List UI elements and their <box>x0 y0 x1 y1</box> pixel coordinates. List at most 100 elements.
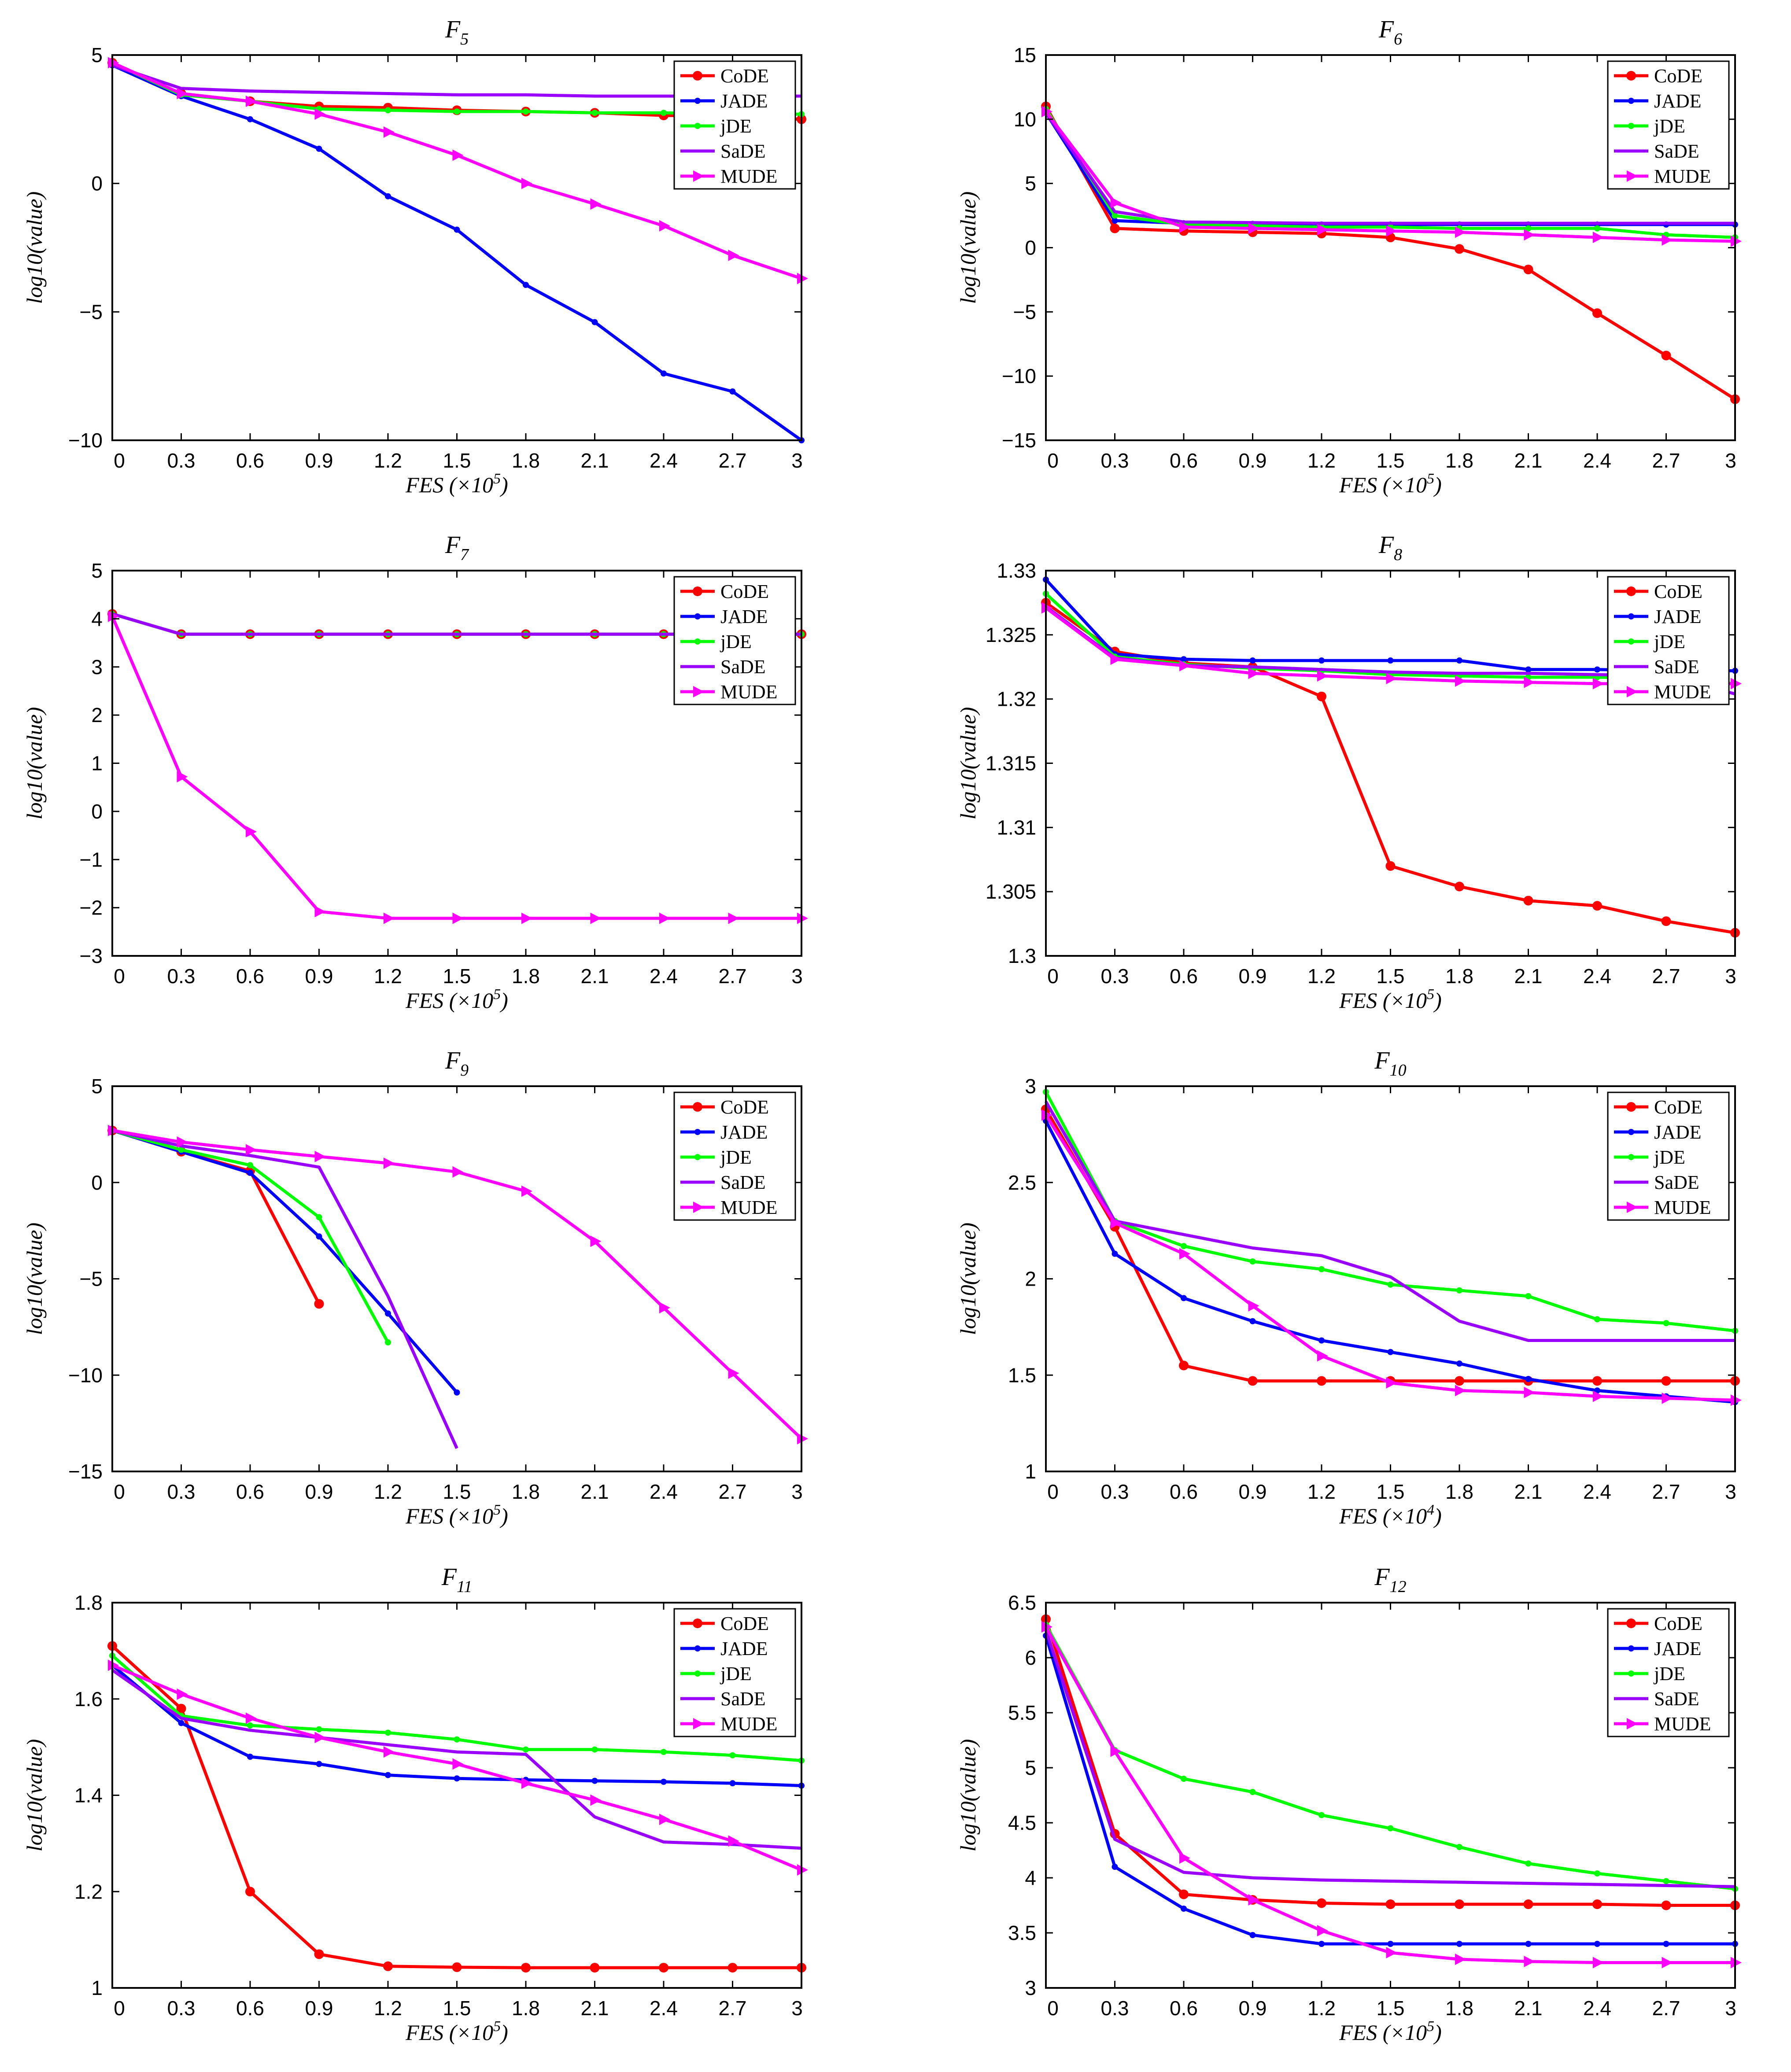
data-point <box>523 108 529 115</box>
data-point <box>1110 653 1122 665</box>
data-point <box>1318 1337 1325 1344</box>
data-point <box>729 1780 736 1787</box>
y-tick-label: 1 <box>1025 1460 1036 1483</box>
data-point <box>383 1961 393 1971</box>
x-tick-label: 0.3 <box>167 449 196 472</box>
y-tick-label: 4 <box>91 607 103 630</box>
x-tick-label: 1.2 <box>374 1997 402 2020</box>
data-point <box>246 1712 257 1724</box>
legend-marker <box>1628 613 1634 619</box>
data-point <box>1110 223 1120 233</box>
data-point <box>1663 1941 1669 1947</box>
data-point <box>452 912 464 924</box>
data-point <box>727 1963 738 1973</box>
legend-label: CoDE <box>720 1613 769 1634</box>
x-tick-label: 1.8 <box>512 1997 540 2020</box>
legend-marker <box>1628 123 1634 129</box>
data-point <box>1662 1392 1673 1404</box>
data-point <box>521 177 532 189</box>
data-point <box>1317 691 1326 701</box>
data-point <box>1181 1243 1187 1250</box>
series-MUDE <box>108 1659 808 1876</box>
data-point <box>1041 1109 1052 1121</box>
y-tick-label: 2 <box>91 704 103 726</box>
y-tick-label: 5.5 <box>1008 1701 1036 1724</box>
x-tick-label: 0.3 <box>167 1997 196 2020</box>
data-point <box>177 88 188 100</box>
legend-box <box>673 1091 796 1221</box>
legend-marker <box>693 586 702 596</box>
y-tick-label: 1.32 <box>997 688 1036 711</box>
panel-title: F5 <box>445 16 469 48</box>
legend: CoDE JADE jDE SaDE MUDE <box>1607 576 1730 705</box>
data-point <box>178 1720 185 1726</box>
legend-label: SaDE <box>1654 656 1699 678</box>
data-point <box>452 1758 464 1770</box>
x-tick-label: 0.9 <box>305 449 333 472</box>
data-point <box>385 193 391 199</box>
legend-label: jDE <box>1653 631 1685 653</box>
data-point <box>1524 676 1535 688</box>
data-point <box>1525 225 1532 232</box>
x-tick-label: 0 <box>1047 1480 1059 1503</box>
series-SaDE <box>1044 1630 1736 1888</box>
data-point <box>728 1835 739 1847</box>
data-point <box>797 1433 808 1445</box>
data-point <box>1248 1894 1259 1906</box>
legend-marker <box>693 1102 702 1112</box>
data-point <box>1525 1860 1532 1867</box>
data-point <box>1592 308 1602 318</box>
panel-title: F10 <box>1374 1047 1406 1080</box>
y-tick-label: −15 <box>1002 429 1036 452</box>
legend-marker <box>1626 71 1636 81</box>
y-tick-label: 5 <box>1025 172 1036 195</box>
data-point <box>1249 657 1256 664</box>
legend-marker <box>694 638 701 645</box>
data-point <box>1387 1281 1394 1288</box>
x-tick-label: 2.1 <box>1514 449 1543 472</box>
data-point <box>1455 226 1466 238</box>
y-tick-label: −15 <box>68 1460 103 1483</box>
data-point <box>1456 1941 1462 1947</box>
x-tick-label: 1.5 <box>443 1997 471 2020</box>
data-point <box>1041 602 1052 614</box>
panel-8: F8 0 0.3 0.6 0.9 1.2 1.5 1.8 2.1 2.4 2.7 3 1.3 1.305 1… <box>956 531 1742 1013</box>
data-point <box>1112 1864 1118 1870</box>
legend-marker <box>693 1202 704 1213</box>
legend-label: CoDE <box>720 65 769 87</box>
legend: CoDE JADE jDE SaDE MUDE <box>673 576 796 705</box>
data-point <box>1731 1957 1742 1969</box>
data-point <box>659 220 670 232</box>
y-tick-label: 4.5 <box>1008 1811 1036 1834</box>
data-point <box>1456 657 1462 664</box>
data-point <box>1524 1386 1535 1398</box>
data-point <box>1592 1899 1602 1909</box>
x-tick-label: 3 <box>1725 965 1736 988</box>
x-tick-label: 0.3 <box>167 965 196 988</box>
series-line <box>1044 1630 1736 1888</box>
x-tick-label: 0.9 <box>1239 965 1267 988</box>
x-axis-label: FES (×105) <box>1339 986 1442 1013</box>
data-point <box>1179 660 1190 671</box>
legend-marker <box>1628 638 1634 645</box>
data-point <box>1661 1376 1671 1386</box>
data-point <box>1594 666 1600 673</box>
y-tick-label: −2 <box>80 896 103 919</box>
data-point <box>108 57 119 69</box>
x-tick-label: 2.1 <box>581 965 609 988</box>
data-point <box>590 912 602 924</box>
data-point <box>1525 1376 1532 1382</box>
legend-label: MUDE <box>720 166 778 187</box>
legend-marker <box>694 98 701 104</box>
data-point <box>590 1235 602 1247</box>
data-point <box>178 1147 185 1153</box>
data-point <box>1525 666 1532 673</box>
x-tick-label: 0 <box>1047 1997 1059 2020</box>
y-tick-label: 3 <box>1025 1976 1036 1999</box>
y-tick-label: 3 <box>91 656 103 678</box>
legend-marker <box>1627 170 1638 182</box>
series-SaDE <box>112 1129 458 1449</box>
x-tick-label: 1.8 <box>512 449 540 472</box>
data-point <box>1663 1878 1669 1884</box>
series-JADE <box>109 1127 460 1396</box>
